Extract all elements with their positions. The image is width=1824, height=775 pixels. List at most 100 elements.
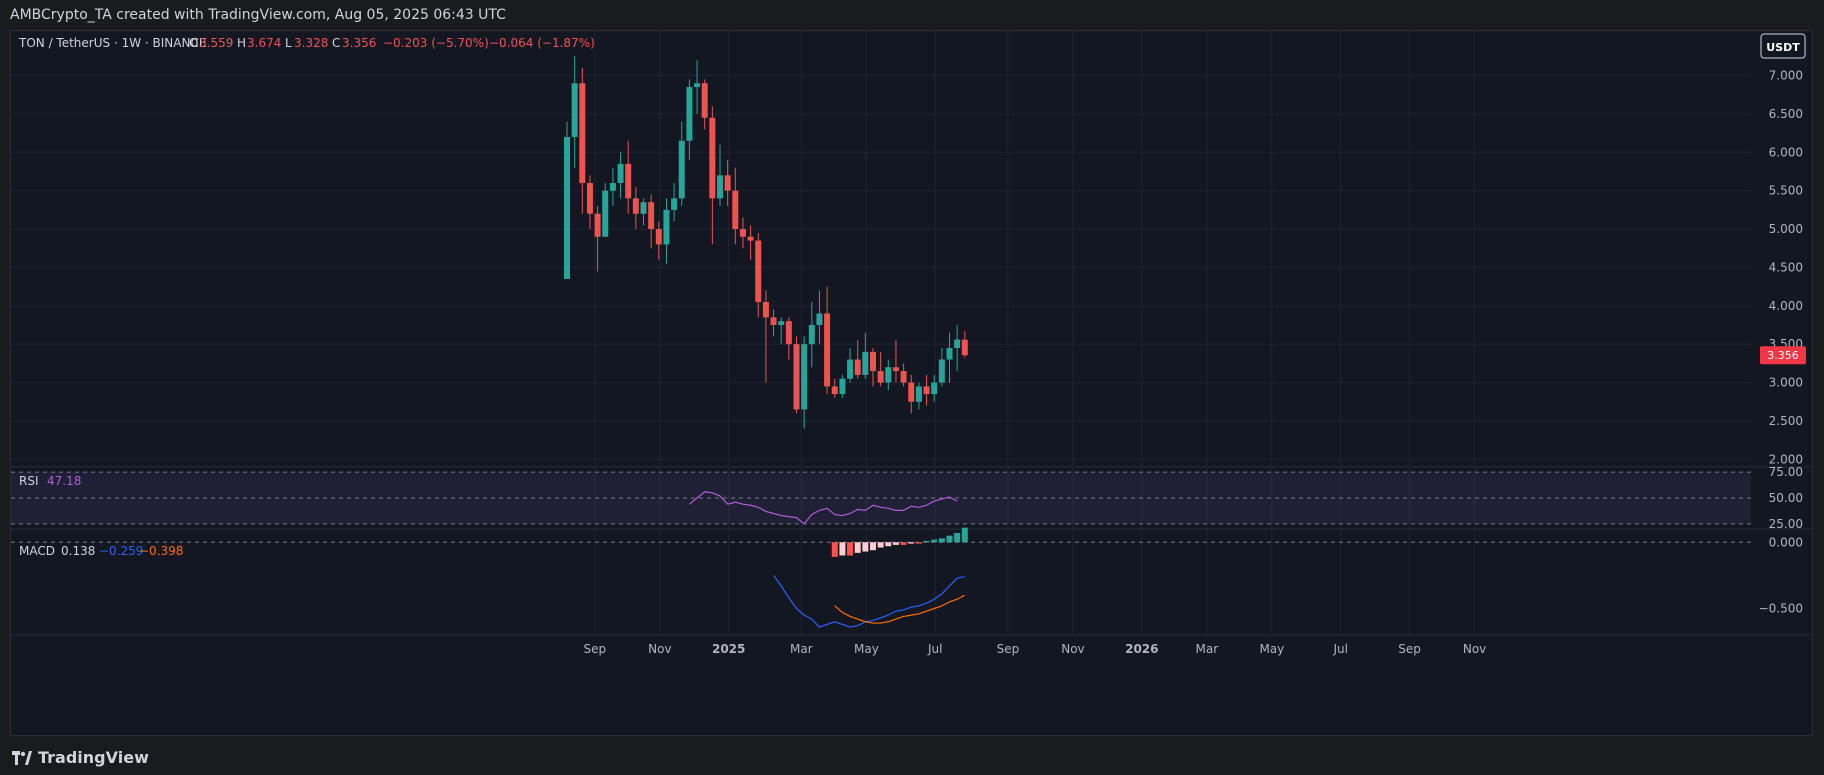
candle-body[interactable] bbox=[892, 367, 899, 372]
macd-signal-line[interactable] bbox=[834, 594, 966, 624]
macd-histogram-bar[interactable] bbox=[915, 542, 922, 544]
macd-histogram-bar[interactable] bbox=[870, 542, 876, 551]
candle-body[interactable] bbox=[732, 190, 739, 230]
time-tick-label: Jul bbox=[1332, 642, 1347, 656]
candle-body[interactable] bbox=[808, 325, 815, 345]
candle-body[interactable] bbox=[831, 386, 838, 395]
legend-h-label: H bbox=[237, 36, 246, 50]
candle-body[interactable] bbox=[938, 359, 945, 383]
candle-body[interactable] bbox=[762, 301, 769, 318]
candle-body[interactable] bbox=[778, 321, 785, 325]
candle-body[interactable] bbox=[617, 163, 624, 183]
candle-body[interactable] bbox=[694, 83, 701, 88]
chart-credit: AMBCrypto_TA created with TradingView.co… bbox=[0, 0, 1824, 30]
macd-histogram-bar[interactable] bbox=[854, 542, 861, 553]
time-tick-label: Sep bbox=[584, 642, 607, 656]
rsi-series[interactable] bbox=[11, 471, 1751, 525]
rsi-tick-label: 50.00 bbox=[1769, 491, 1803, 505]
candle-body[interactable] bbox=[954, 339, 961, 349]
candle-body[interactable] bbox=[640, 202, 647, 214]
candle-body[interactable] bbox=[900, 371, 907, 383]
candle-body[interactable] bbox=[793, 344, 800, 410]
candle-body[interactable] bbox=[923, 386, 930, 395]
time-tick-label: 2026 bbox=[1125, 642, 1158, 656]
candle-body[interactable] bbox=[602, 190, 609, 237]
macd-histogram-bar[interactable] bbox=[923, 540, 930, 543]
candle-body[interactable] bbox=[678, 140, 685, 199]
macd-label: MACD bbox=[19, 544, 55, 558]
macd-histogram-bar[interactable] bbox=[946, 535, 953, 543]
macd-histogram-bar[interactable] bbox=[839, 542, 846, 556]
candle-body[interactable] bbox=[625, 163, 632, 199]
candle-body[interactable] bbox=[747, 236, 754, 241]
candles-series[interactable] bbox=[564, 56, 968, 429]
macd-histogram-bar[interactable] bbox=[938, 538, 945, 543]
macd-histogram-bar[interactable] bbox=[892, 542, 899, 545]
tradingview-logo-icon bbox=[12, 750, 32, 765]
candle-body[interactable] bbox=[671, 198, 678, 210]
candle-body[interactable] bbox=[801, 344, 808, 410]
candle-body[interactable] bbox=[854, 359, 861, 375]
candle-body[interactable] bbox=[862, 351, 869, 375]
candle-body[interactable] bbox=[785, 321, 792, 345]
candle-body[interactable] bbox=[816, 313, 823, 325]
candle-body[interactable] bbox=[847, 359, 854, 379]
rsi-label: RSI bbox=[19, 474, 39, 488]
time-axis[interactable]: Sep Nov 2025 Mar May Jul Sep Nov 2026 Mar May Jul Se… bbox=[584, 642, 1487, 656]
grid-lines bbox=[11, 31, 1812, 636]
macd-histogram-bar[interactable] bbox=[862, 542, 869, 552]
macd-line[interactable] bbox=[773, 575, 965, 628]
macd-histogram-bar[interactable] bbox=[847, 542, 854, 556]
macd-histogram-bar[interactable] bbox=[900, 542, 907, 545]
trading-chart[interactable]: 7.0006.5006.0005.5005.0004.5004.0003.500… bbox=[11, 31, 1812, 735]
candle-body[interactable] bbox=[564, 136, 570, 279]
macd-histogram-bar[interactable] bbox=[877, 542, 884, 548]
candle-body[interactable] bbox=[571, 83, 578, 137]
candle-body[interactable] bbox=[877, 371, 884, 383]
candle-body[interactable] bbox=[915, 386, 922, 402]
candle-body[interactable] bbox=[686, 87, 693, 141]
macd-series[interactable] bbox=[11, 527, 1751, 628]
price-tick-label: 4.500 bbox=[1769, 260, 1803, 274]
candle-body[interactable] bbox=[839, 378, 846, 395]
candle-body[interactable] bbox=[655, 229, 662, 245]
time-tick-label: 2025 bbox=[712, 642, 745, 656]
currency-badge-text: USDT bbox=[1766, 41, 1800, 54]
macd-histogram-bar[interactable] bbox=[931, 539, 938, 543]
candle-body[interactable] bbox=[586, 183, 593, 214]
candle-body[interactable] bbox=[717, 175, 723, 199]
candle-body[interactable] bbox=[931, 382, 938, 395]
candle-body[interactable] bbox=[579, 83, 586, 183]
price-axis[interactable]: 7.0006.5006.0005.5005.0004.5004.0003.500… bbox=[1759, 69, 1803, 616]
candle-body[interactable] bbox=[755, 240, 762, 302]
footer-brand: TradingView bbox=[38, 748, 149, 767]
legend-o-label: O bbox=[189, 36, 198, 50]
candle-body[interactable] bbox=[946, 348, 953, 360]
candle-body[interactable] bbox=[609, 183, 616, 191]
candle-body[interactable] bbox=[961, 339, 968, 356]
macd-histogram-bar[interactable] bbox=[831, 542, 838, 557]
candle-body[interactable] bbox=[739, 229, 746, 237]
candle-body[interactable] bbox=[648, 202, 655, 230]
macd-histogram-bar[interactable] bbox=[954, 532, 961, 543]
candle-body[interactable] bbox=[885, 367, 892, 383]
time-tick-label: Nov bbox=[1463, 642, 1486, 656]
candle-body[interactable] bbox=[632, 198, 639, 214]
candle-body[interactable] bbox=[908, 382, 915, 402]
rsi-line[interactable] bbox=[689, 491, 958, 525]
candle-body[interactable] bbox=[663, 209, 670, 245]
candle-body[interactable] bbox=[824, 313, 831, 387]
candle-body[interactable] bbox=[701, 83, 708, 118]
candle-body[interactable] bbox=[709, 117, 716, 199]
macd-histogram-bar[interactable] bbox=[961, 527, 968, 543]
candle-body[interactable] bbox=[724, 175, 731, 191]
candle-body[interactable] bbox=[870, 351, 876, 372]
candle-body[interactable] bbox=[770, 317, 777, 325]
chart-frame[interactable]: 7.000 6.500 6.000 5.500 5.000 4.500 4.000 3.500… bbox=[10, 30, 1813, 736]
macd-histogram-bar[interactable] bbox=[885, 542, 892, 547]
last-price-marker bbox=[1760, 346, 1806, 365]
candle-body[interactable] bbox=[594, 213, 601, 237]
currency-badge[interactable] bbox=[1760, 33, 1806, 59]
time-tick-label: Nov bbox=[648, 642, 671, 656]
macd-histogram-bar[interactable] bbox=[908, 542, 915, 544]
